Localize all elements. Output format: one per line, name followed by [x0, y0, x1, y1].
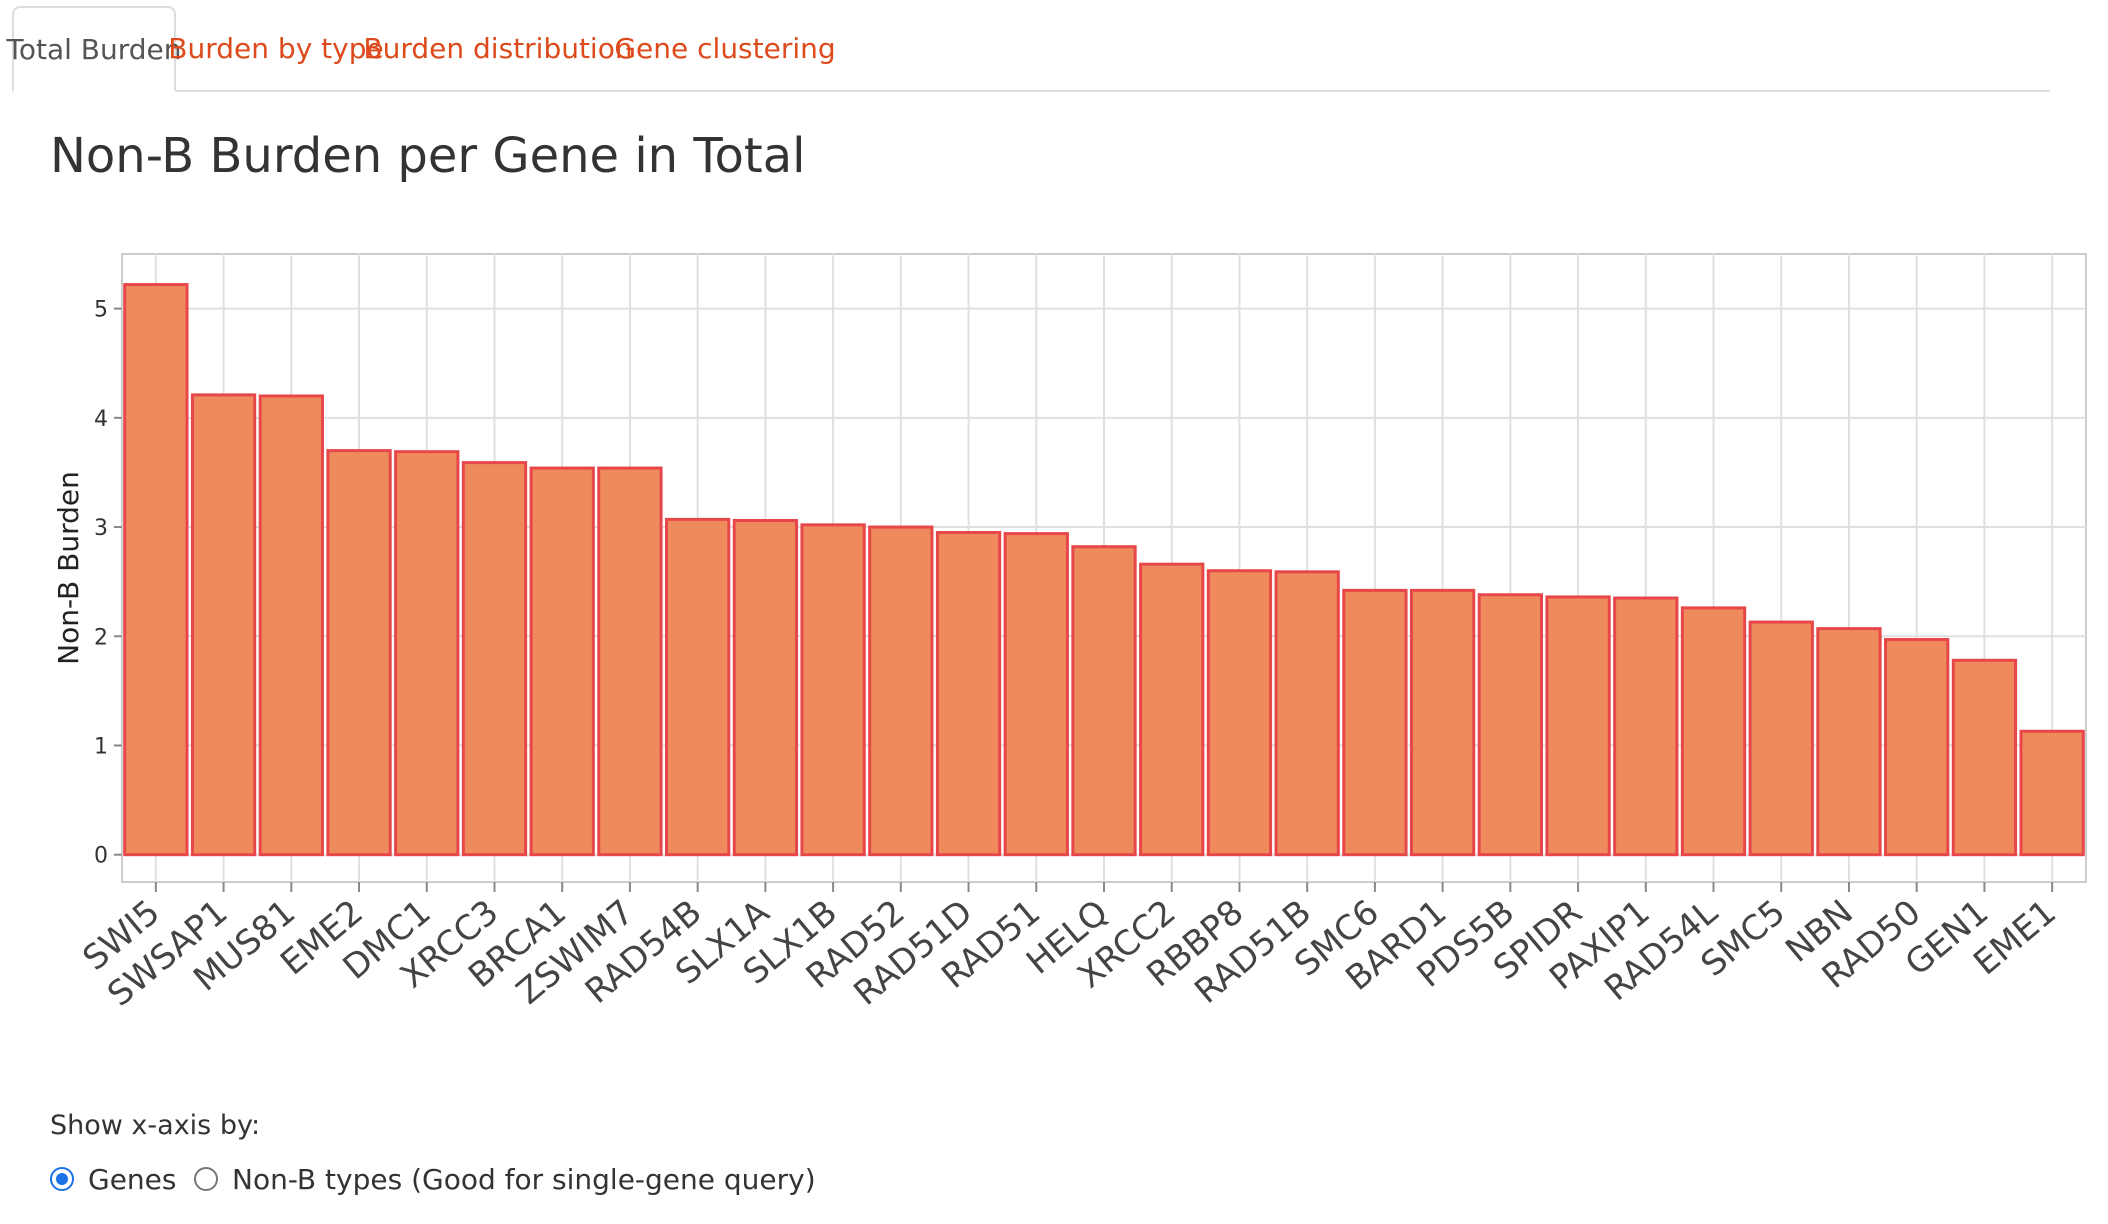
bar-dmc1 [394, 450, 460, 857]
bar-spidr [1545, 595, 1611, 857]
bar-nbn [1816, 627, 1882, 857]
tab-label: Total Burden [6, 32, 182, 66]
bar-swsap1 [190, 393, 257, 857]
bar-mus81 [258, 394, 324, 857]
bar-eme2 [326, 449, 392, 857]
radio-genes[interactable]: Genes [50, 1160, 176, 1198]
bar-rad51d [935, 531, 1002, 857]
bar-rad51 [1003, 532, 1069, 857]
tab-label: Burden distribution [363, 31, 633, 65]
bar-rad54l [1680, 606, 1747, 857]
bar-paxip1 [1613, 596, 1679, 857]
radio-genes-label: Genes [88, 1162, 177, 1196]
bar-rad52 [868, 525, 934, 857]
radio-checked-icon[interactable] [50, 1167, 74, 1191]
y-tick-label: 3 [94, 516, 108, 541]
bar-rad51b [1274, 570, 1340, 857]
bar-pds5b [1477, 593, 1543, 857]
bar-gen1 [1951, 658, 2018, 857]
bar-xrcc3 [461, 461, 528, 857]
page-title: Non-B Burden per Gene in Total [50, 128, 806, 184]
bar-bard1 [1409, 588, 1476, 857]
y-tick-label: 0 [94, 844, 108, 869]
bar-smc6 [1342, 588, 1408, 857]
bar-rbbp8 [1206, 569, 1273, 857]
tab-label: Gene clustering [614, 31, 836, 65]
y-axis-title: Non-B Burden [52, 471, 85, 665]
tab-bar: Total Burden Burden by type Burden distr… [7, 6, 2050, 92]
radio-nonb-types[interactable]: Non-B types (Good for single-gene query) [194, 1160, 816, 1198]
bar-smc5 [1748, 620, 1814, 857]
bar-rad50 [1884, 638, 1950, 857]
tab-total-burden[interactable]: Total Burden [7, 6, 182, 92]
tab-burden-by-type[interactable]: Burden by type [168, 6, 383, 90]
bar-xrcc2 [1139, 562, 1205, 857]
bar-slx1b [800, 523, 866, 857]
bar-eme1 [2019, 729, 2085, 857]
bar-rad54b [665, 517, 731, 857]
x-axis-option-label: Show x-axis by: [50, 1110, 261, 1141]
bar-zswim7 [597, 466, 663, 857]
y-tick-label: 1 [94, 734, 108, 759]
y-tick-label: 5 [94, 298, 108, 323]
tab-burden-distribution[interactable]: Burden distribution [363, 6, 632, 90]
tab-gene-clustering[interactable]: Gene clustering [614, 6, 835, 90]
bar-brca1 [529, 466, 595, 857]
y-tick-label: 2 [94, 625, 108, 650]
radio-unchecked-icon[interactable] [194, 1167, 218, 1191]
tab-label: Burden by type [168, 31, 384, 65]
bar-swi5 [123, 283, 189, 857]
bar-helq [1071, 545, 1137, 857]
bar-slx1a [732, 518, 799, 857]
y-tick-label: 4 [94, 407, 108, 432]
bar-chart: 012345SWI5SWSAP1MUS81EME2DMC1XRCC3BRCA1Z… [52, 253, 2087, 1015]
radio-nonb-types-label: Non-B types (Good for single-gene query) [232, 1162, 816, 1196]
